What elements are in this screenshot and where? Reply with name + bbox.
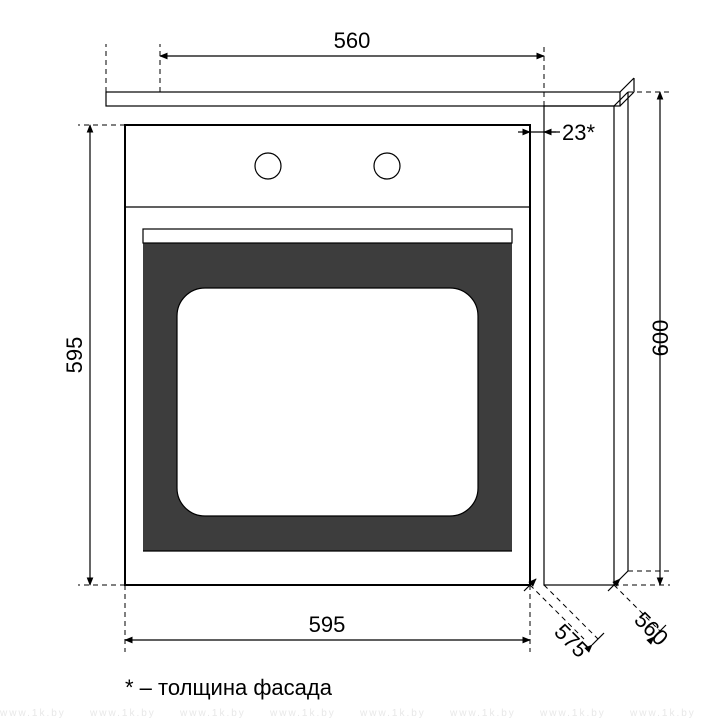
dim-depth-575: 575: [524, 579, 604, 663]
footnote: * – толщина фасада: [125, 675, 333, 700]
svg-text:www.1k.by: www.1k.by: [0, 708, 66, 719]
svg-text:www.1k.by: www.1k.by: [539, 708, 606, 719]
svg-text:560: 560: [334, 28, 371, 53]
shelf: [106, 44, 634, 106]
watermark-strip: www.1k.by www.1k.by www.1k.by www.1k.by …: [0, 708, 696, 719]
dim-top-width: 560: [160, 28, 544, 56]
dim-depth-560: 560: [608, 579, 673, 651]
knob-left: [255, 153, 281, 179]
dim-width-595: 595: [125, 585, 530, 652]
dim-height-600: 600: [648, 92, 673, 585]
svg-text:www.1k.by: www.1k.by: [359, 708, 426, 719]
svg-text:560: 560: [629, 607, 673, 651]
svg-text:www.1k.by: www.1k.by: [449, 708, 516, 719]
svg-text:575: 575: [549, 619, 593, 663]
knob-right: [374, 153, 400, 179]
svg-text:595: 595: [309, 612, 346, 637]
svg-text:600: 600: [648, 320, 673, 357]
oven: [125, 125, 530, 585]
svg-text:595: 595: [62, 337, 87, 374]
svg-text:www.1k.by: www.1k.by: [89, 708, 156, 719]
svg-text:www.1k.by: www.1k.by: [269, 708, 336, 719]
dim-height-595: 595: [62, 125, 125, 585]
svg-text:23*: 23*: [562, 120, 595, 145]
oven-dimension-diagram: www.1k.by www.1k.by www.1k.by www.1k.by …: [0, 0, 705, 721]
svg-text:www.1k.by: www.1k.by: [179, 708, 246, 719]
svg-text:www.1k.by: www.1k.by: [629, 708, 696, 719]
